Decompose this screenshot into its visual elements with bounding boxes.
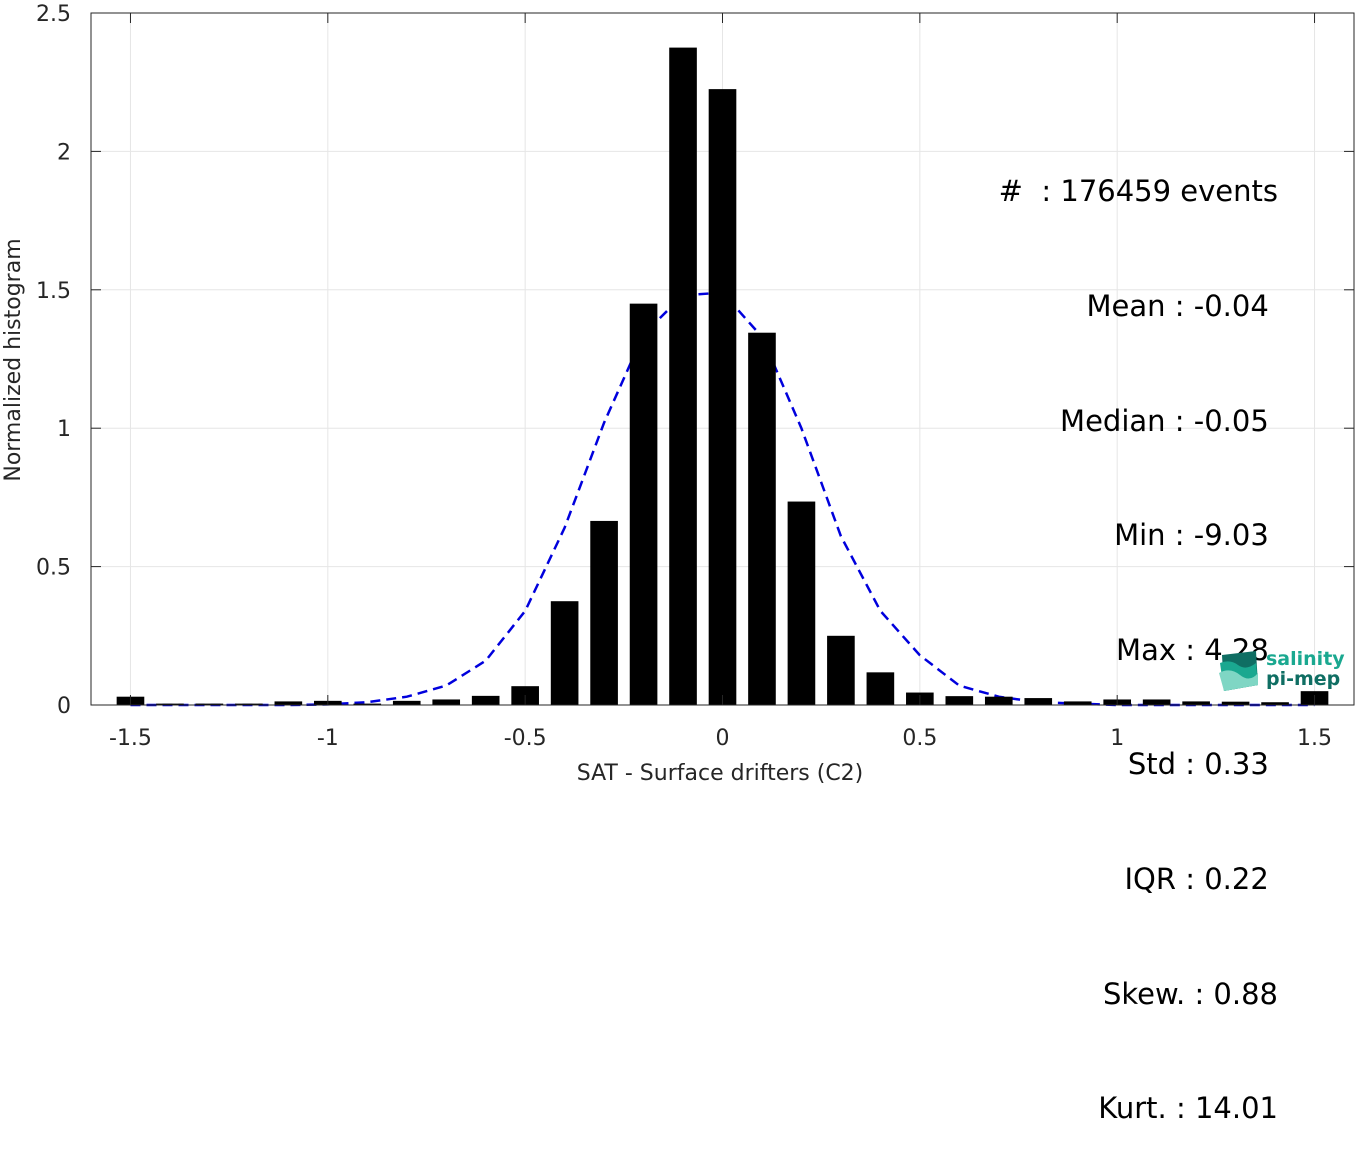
histogram-bar xyxy=(156,703,184,705)
salinity-pi-mep-logo: salinity pi-mep xyxy=(1218,647,1348,695)
stat-skew: Skew. : 0.88 xyxy=(1102,976,1278,1011)
x-tick-label: 1.5 xyxy=(1297,726,1332,751)
histogram-bar xyxy=(1261,702,1289,705)
histogram-bar xyxy=(866,672,895,705)
stat-median: Median : -0.05 xyxy=(1060,403,1278,438)
y-axis-label: Normalized histogram xyxy=(1,238,26,481)
wave-logo-icon xyxy=(1219,651,1258,691)
x-tick-label: -1.5 xyxy=(109,726,152,751)
histogram-bar xyxy=(1142,699,1171,705)
histogram-bar xyxy=(629,303,658,705)
stat-min: Min : -9.03 xyxy=(1114,518,1278,553)
histogram-bar xyxy=(590,520,618,705)
histogram-bar xyxy=(984,696,1013,705)
y-tick-label: 0.5 xyxy=(36,556,71,581)
histogram-bar xyxy=(1063,701,1092,705)
y-tick-label: 1 xyxy=(57,417,71,442)
histogram-bar xyxy=(235,703,263,705)
histogram-bar xyxy=(708,89,737,706)
y-axis-ticks: 0 0.5 1 1.5 2 2.5 xyxy=(36,2,1354,719)
x-tick-label: -1 xyxy=(317,726,339,751)
stat-events: # : 176459 events xyxy=(998,174,1278,209)
x-tick-label: 0 xyxy=(716,726,730,751)
statistics-box: # : 176459 events Mean : -0.04 Median : … xyxy=(999,96,1278,1166)
histogram-bar xyxy=(550,601,579,705)
histogram-bar xyxy=(353,703,382,705)
histogram-bar xyxy=(787,501,816,705)
x-axis-label: SAT - Surface drifters (C2) xyxy=(577,761,864,785)
histogram-bar xyxy=(1024,698,1053,705)
histogram-chart: -1.5 -1 -0.5 0 0.5 1 1.5 0 0.5 1 1.5 2 2.5 SAT - Su… xyxy=(1,2,1355,785)
stat-mean: Mean : -0.04 xyxy=(1086,289,1278,324)
stat-kurt: Kurt. : 14.01 xyxy=(1098,1091,1278,1126)
histogram-bar xyxy=(827,635,855,705)
histogram-bar xyxy=(195,703,224,705)
y-tick-label: 2 xyxy=(57,140,71,165)
histogram-bar xyxy=(1182,701,1210,705)
x-tick-label: 1 xyxy=(1110,726,1124,751)
x-axis-ticks: -1.5 -1 -0.5 0 0.5 1 1.5 xyxy=(109,13,1332,751)
histogram-bar xyxy=(471,695,500,705)
logo-line1: salinity xyxy=(1266,648,1345,670)
histogram-bar xyxy=(274,701,303,705)
histogram-bar xyxy=(1221,701,1250,705)
histogram-bar xyxy=(392,700,421,705)
stat-std: Std : 0.33 xyxy=(1127,747,1278,782)
logo-text: salinity pi-mep xyxy=(1266,649,1345,689)
x-tick-label: 0.5 xyxy=(902,726,937,751)
stat-iqr: IQR : 0.22 xyxy=(1124,862,1278,897)
histogram-bar xyxy=(945,696,974,705)
histogram-bar xyxy=(748,332,776,705)
logo-line2: pi-mep xyxy=(1266,668,1341,690)
y-tick-label: 0 xyxy=(57,694,71,719)
y-tick-label: 2.5 xyxy=(36,2,71,27)
histogram-bar xyxy=(669,47,697,706)
bars xyxy=(116,47,1329,706)
y-tick-label: 1.5 xyxy=(36,279,71,304)
histogram-bar xyxy=(432,699,461,705)
x-tick-label: -0.5 xyxy=(504,726,547,751)
